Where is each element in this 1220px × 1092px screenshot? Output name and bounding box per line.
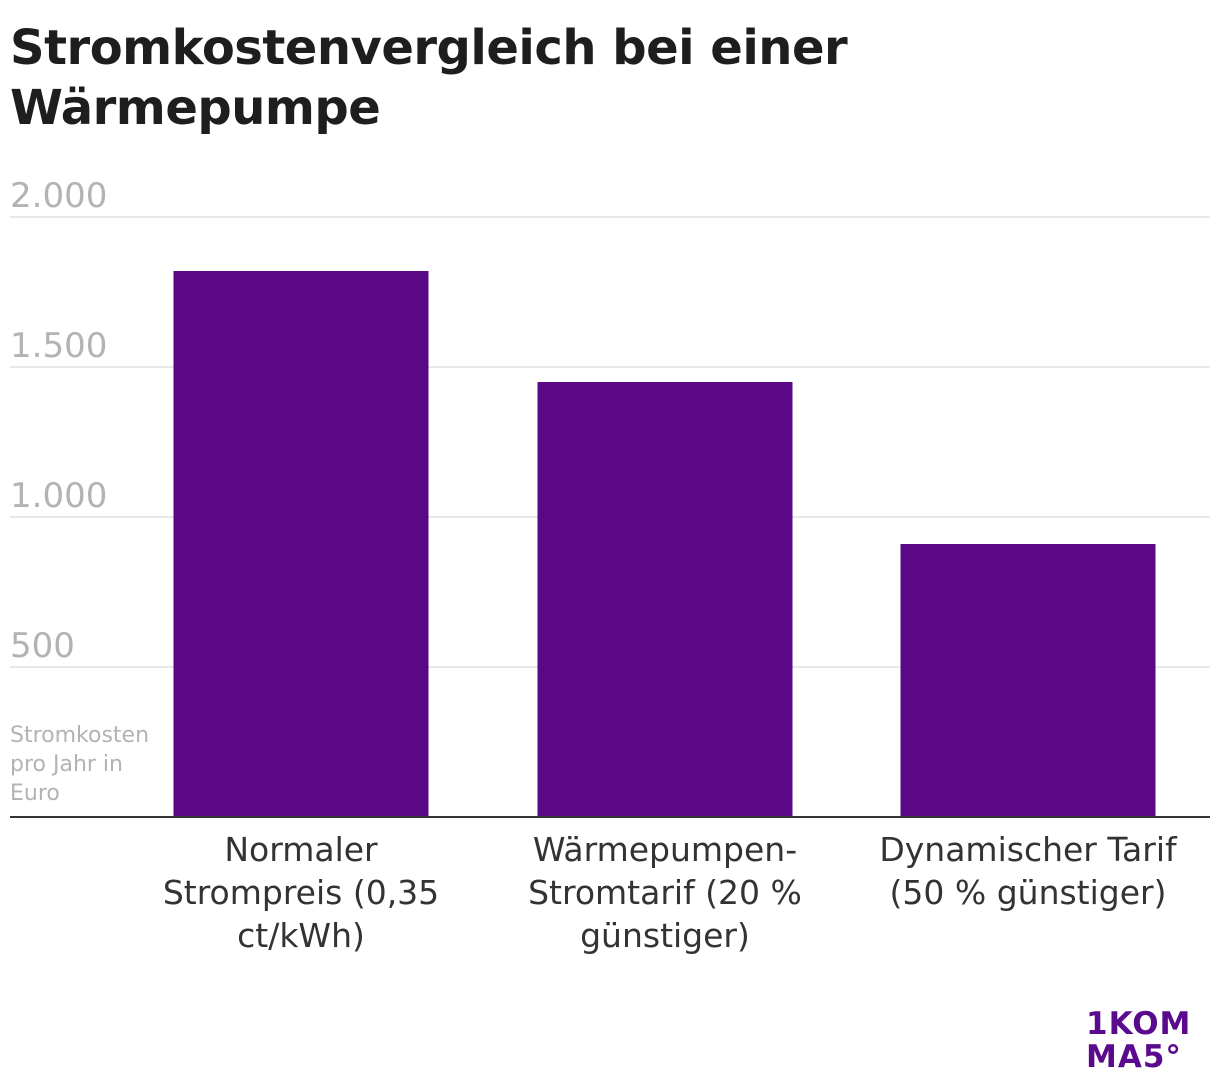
- bar: [900, 544, 1156, 817]
- bars: [173, 271, 1156, 817]
- y-axis-label: Stromkosten pro Jahr in Euro: [10, 723, 149, 806]
- category-label: Dynamischer Tarif (50 % günstiger): [879, 830, 1178, 912]
- category-label: Wärmepumpen- Stromtarif (20 % günstiger): [528, 830, 802, 955]
- bar: [537, 382, 793, 817]
- logo-line-2: MA5°: [1086, 1039, 1182, 1075]
- y-axis-label-line: Euro: [10, 781, 60, 806]
- logo-line-1: 1KOM: [1086, 1006, 1192, 1042]
- y-axis-label-line: pro Jahr in: [10, 752, 123, 777]
- y-tick-label: 2.000: [10, 176, 107, 216]
- category-label-line: Stromtarif (20 %: [528, 873, 802, 912]
- category-label-line: Dynamischer Tarif: [879, 830, 1178, 869]
- category-label: Normaler Strompreis (0,35 ct/kWh): [163, 830, 439, 955]
- brand-logo: 1KOM MA5°: [1086, 1008, 1206, 1078]
- category-label-line: Normaler: [224, 830, 378, 869]
- category-label-line: (50 % günstiger): [890, 873, 1167, 912]
- category-label-line: günstiger): [580, 916, 750, 955]
- y-axis-label-line: Stromkosten: [10, 723, 149, 748]
- bar-chart: 500 1.000 1.500 2.000 Stromkosten pro Jahr i…: [10, 176, 1210, 955]
- category-label-line: Wärmepumpen-: [533, 830, 797, 869]
- y-tick-labels: 500 1.000 1.500 2.000: [10, 176, 107, 666]
- y-tick-label: 500: [10, 626, 75, 666]
- chart-title: Stromkostenvergleich bei einer Wärmepump…: [10, 20, 848, 136]
- category-label-line: ct/kWh): [237, 916, 365, 955]
- y-tick-label: 1.000: [10, 476, 107, 516]
- category-label-line: Strompreis (0,35: [163, 873, 439, 912]
- y-tick-label: 1.500: [10, 326, 107, 366]
- category-labels: Normaler Strompreis (0,35 ct/kWh) Wärmepump…: [163, 830, 1178, 955]
- bar: [173, 271, 429, 817]
